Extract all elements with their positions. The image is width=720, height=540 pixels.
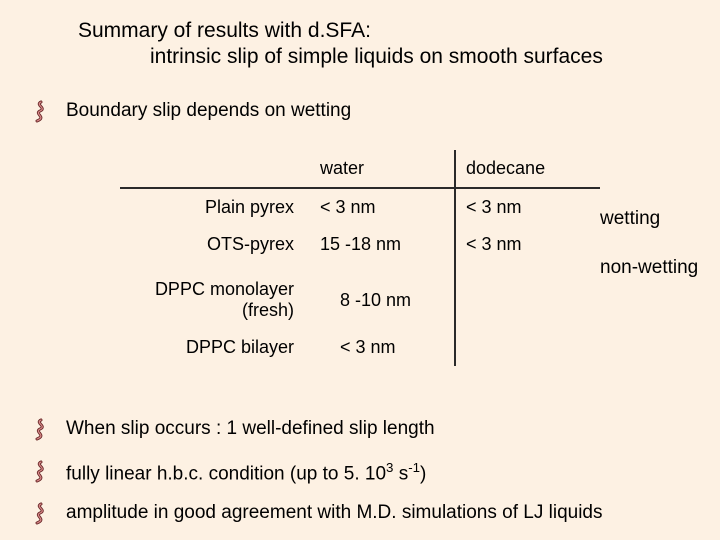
- title-line1: Summary of results with d.SFA:: [78, 18, 603, 44]
- row3-dodecane: [455, 271, 600, 329]
- bullet-2-text: When slip occurs : 1 well-defined slip l…: [66, 418, 435, 440]
- row2-dodecane: < 3 nm: [455, 226, 600, 263]
- table-row: Plain pyrex < 3 nm < 3 nm: [120, 188, 600, 226]
- row3-label: DPPC monolayer (fresh): [120, 271, 310, 329]
- results-table: water dodecane Plain pyrex < 3 nm < 3 nm…: [120, 150, 600, 366]
- side-labels: wetting non-wetting: [600, 206, 698, 281]
- bullet-4-text: amplitude in good agreement with M.D. si…: [66, 502, 603, 524]
- nonwetting-label: non-wetting: [600, 255, 698, 282]
- bullet-4: amplitude in good agreement with M.D. si…: [30, 502, 603, 526]
- table-row: OTS-pyrex 15 -18 nm < 3 nm: [120, 226, 600, 263]
- row1-label: Plain pyrex: [120, 188, 310, 226]
- row4-water: < 3 nm: [310, 329, 455, 366]
- bullet-2: When slip occurs : 1 well-defined slip l…: [30, 418, 435, 442]
- row1-dodecane: < 3 nm: [455, 188, 600, 226]
- row4-label: DPPC bilayer: [120, 329, 310, 366]
- row2-label: OTS-pyrex: [120, 226, 310, 263]
- bullet-1: Boundary slip depends on wetting: [30, 100, 351, 124]
- row1-water: < 3 nm: [310, 188, 455, 226]
- wetting-label: wetting: [600, 206, 698, 233]
- bullet-3-text: fully linear h.b.c. condition (up to 5. …: [66, 460, 426, 485]
- hdr-blank: [120, 150, 310, 188]
- table-header-row: water dodecane: [120, 150, 600, 188]
- squiggle-icon: [30, 100, 52, 124]
- squiggle-icon: [30, 502, 52, 526]
- hdr-dodecane: dodecane: [455, 150, 600, 188]
- bullet-3: fully linear h.b.c. condition (up to 5. …: [30, 460, 426, 485]
- row3-water: 8 -10 nm: [310, 271, 455, 329]
- bullet-1-text: Boundary slip depends on wetting: [66, 100, 351, 122]
- slide-title: Summary of results with d.SFA: intrinsic…: [78, 18, 603, 71]
- squiggle-icon: [30, 460, 52, 484]
- row4-dodecane: [455, 329, 600, 366]
- title-line2: intrinsic slip of simple liquids on smoo…: [78, 44, 603, 70]
- table-row: DPPC monolayer (fresh) 8 -10 nm: [120, 271, 600, 329]
- row2-water: 15 -18 nm: [310, 226, 455, 263]
- table-spacer: [120, 263, 600, 271]
- hdr-water: water: [310, 150, 455, 188]
- table-row: DPPC bilayer < 3 nm: [120, 329, 600, 366]
- squiggle-icon: [30, 418, 52, 442]
